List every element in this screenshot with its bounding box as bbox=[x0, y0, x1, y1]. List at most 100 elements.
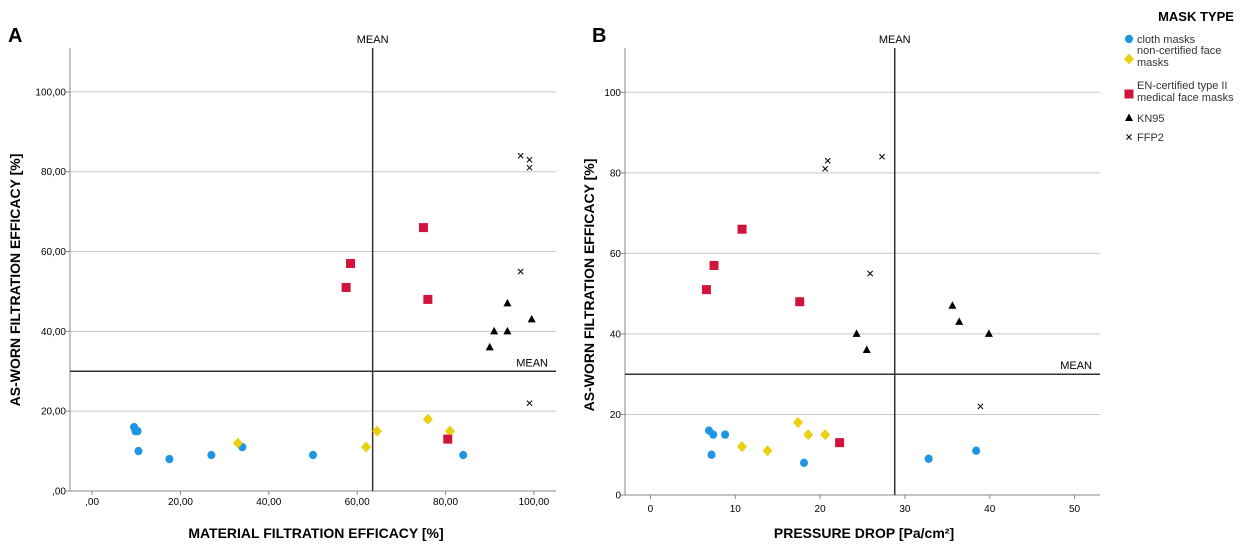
panel-a-point-noncert bbox=[361, 441, 372, 453]
legend-label-kn95: KN95 bbox=[1137, 113, 1165, 125]
panel-a-point-kn95 bbox=[503, 326, 512, 335]
panel-a-point-ffp2 bbox=[526, 156, 533, 163]
panel-b-point-cloth bbox=[709, 430, 718, 439]
panel-a-mean-horizontal-label: MEAN bbox=[516, 357, 548, 369]
panel-a-point-en bbox=[423, 294, 433, 304]
legend-label-cloth: cloth masks bbox=[1137, 34, 1196, 46]
panel-b-point-kn95 bbox=[862, 345, 871, 354]
panel-b-x-tick-label: 10 bbox=[730, 504, 742, 515]
panel-a-y-tick-label: 60,00 bbox=[41, 247, 66, 258]
panel-a-x-tick-label: 40,00 bbox=[256, 497, 281, 508]
panel-a-point-kn95 bbox=[503, 298, 512, 307]
panel-a-y-tick-label: ,00 bbox=[52, 487, 66, 498]
panel-a-point-ffp2 bbox=[517, 268, 524, 275]
legend-label-noncert: masks bbox=[1137, 57, 1169, 69]
panel-b-y-tick-label: 80 bbox=[610, 168, 622, 179]
panel-a-x-tick-label: 100,00 bbox=[519, 497, 550, 508]
panel-a-point-cloth bbox=[207, 450, 216, 460]
panel-a-point-kn95 bbox=[490, 326, 499, 335]
legend-marker-noncert bbox=[1124, 53, 1134, 65]
panel-b-plot-area: 0 20 40 60 80 100 0 10 20 30 40 50 MEAN MEAN bbox=[604, 34, 1100, 515]
panel-b-point-en bbox=[737, 224, 747, 234]
panel-a-point-en bbox=[443, 434, 453, 444]
panel-a-point-noncert bbox=[444, 425, 455, 437]
panel-b-point-en bbox=[835, 438, 845, 448]
legend-marker-cloth bbox=[1125, 34, 1133, 44]
panel-b-point-en bbox=[701, 285, 711, 295]
panel-b-x-tick-label: 30 bbox=[899, 504, 911, 515]
panel-a-plot-area: ,00 20,00 40,00 60,00 80,00 100,00 ,00 20,00 40,… bbox=[35, 34, 556, 508]
panel-b-y-tick-label: 20 bbox=[610, 410, 622, 421]
panel-b-mean-vertical-label: MEAN bbox=[879, 34, 911, 46]
panel-a-x-tick-label: 20,00 bbox=[168, 497, 193, 508]
panel-a-point-noncert bbox=[422, 413, 433, 425]
panel-a-point-en bbox=[346, 259, 356, 269]
panel-b-point-noncert bbox=[803, 429, 814, 441]
panel-a-x-tick-label: 80,00 bbox=[433, 497, 458, 508]
panel-a-point-cloth bbox=[133, 426, 142, 436]
legend-item-cloth: cloth masks bbox=[1125, 34, 1196, 46]
panel-b-point-ffp2 bbox=[879, 153, 885, 160]
legend-marker-kn95 bbox=[1125, 113, 1133, 121]
panel-b-y-tick-label: 100 bbox=[604, 88, 621, 99]
legend-marker-en bbox=[1124, 89, 1134, 99]
panel-b-mean-horizontal-label: MEAN bbox=[1060, 360, 1092, 372]
panel-a-chart: A MATERIAL FILTRATION EFFICACY [%] AS-WO… bbox=[7, 25, 556, 541]
panel-b-point-cloth bbox=[972, 446, 981, 455]
panel-a-point-cloth bbox=[459, 450, 468, 460]
panel-b-point-cloth bbox=[721, 430, 730, 439]
panel-b-letter: B bbox=[592, 25, 606, 47]
panel-a-point-en bbox=[341, 282, 351, 292]
panel-b-point-ffp2 bbox=[822, 165, 829, 172]
panel-b-point-cloth bbox=[799, 458, 808, 467]
panel-b-y-tick-label: 40 bbox=[610, 329, 622, 340]
legend-label-en: medical face masks bbox=[1137, 92, 1234, 104]
panel-a-point-kn95 bbox=[527, 314, 536, 323]
legend-item-kn95: KN95 bbox=[1125, 113, 1165, 125]
panel-a-point-cloth bbox=[309, 450, 317, 460]
panel-a-point-kn95 bbox=[485, 342, 494, 351]
panel-a-point-noncert bbox=[232, 437, 243, 449]
panel-a-point-ffp2 bbox=[526, 164, 533, 171]
panel-b-x-tick-label: 40 bbox=[984, 504, 996, 515]
panel-b-point-kn95 bbox=[948, 301, 957, 309]
legend-label-en: EN-certified type II bbox=[1137, 80, 1227, 92]
panel-a-x-tick-label: 60,00 bbox=[345, 497, 370, 508]
panel-b-point-ffp2 bbox=[977, 403, 984, 410]
panel-a-point-en bbox=[418, 223, 428, 233]
panel-b-point-kn95 bbox=[984, 329, 993, 337]
panel-a-y-tick-label: 100,00 bbox=[35, 87, 66, 98]
panel-b-point-ffp2 bbox=[867, 270, 874, 277]
panel-b-x-tick-label: 0 bbox=[648, 504, 654, 515]
panel-a-point-ffp2 bbox=[526, 400, 533, 407]
panel-b-chart: B PRESSURE DROP [Pa/cm²] AS-WORN FILTRAT… bbox=[581, 25, 1100, 541]
panel-a-y-axis-title: AS-WORN FILTRATION EFFICACY [%] bbox=[7, 154, 23, 407]
legend-item-ffp2: FFP2 bbox=[1126, 132, 1164, 144]
panel-b-point-cloth bbox=[707, 450, 716, 459]
panel-b-point-cloth bbox=[924, 454, 933, 463]
panel-b-point-noncert bbox=[820, 429, 831, 441]
panel-a-point-ffp2 bbox=[517, 152, 524, 159]
panel-b-point-kn95 bbox=[852, 329, 861, 337]
panel-a-y-tick-label: 40,00 bbox=[41, 327, 66, 338]
legend-marker-ffp2 bbox=[1126, 134, 1132, 140]
panel-a-y-tick-label: 20,00 bbox=[41, 407, 66, 418]
panel-a-x-tick-label: ,00 bbox=[85, 497, 99, 508]
panel-b-point-noncert bbox=[737, 441, 748, 453]
panel-b-point-en bbox=[709, 260, 719, 270]
panel-a-x-axis-title: MATERIAL FILTRATION EFFICACY [%] bbox=[188, 525, 443, 541]
panel-b-point-ffp2 bbox=[824, 157, 831, 164]
panel-b-y-tick-label: 60 bbox=[610, 249, 622, 260]
panel-a-letter: A bbox=[8, 25, 22, 47]
panel-a-point-noncert bbox=[372, 425, 383, 437]
legend-label-ffp2: FFP2 bbox=[1137, 132, 1164, 144]
panel-a-point-cloth bbox=[165, 454, 174, 464]
panel-b-x-axis-title: PRESSURE DROP [Pa/cm²] bbox=[774, 525, 954, 541]
panel-b-x-tick-label: 50 bbox=[1069, 504, 1081, 515]
legend-label-noncert: non-certified face bbox=[1137, 45, 1221, 57]
legend-title: MASK TYPE bbox=[1158, 9, 1234, 24]
